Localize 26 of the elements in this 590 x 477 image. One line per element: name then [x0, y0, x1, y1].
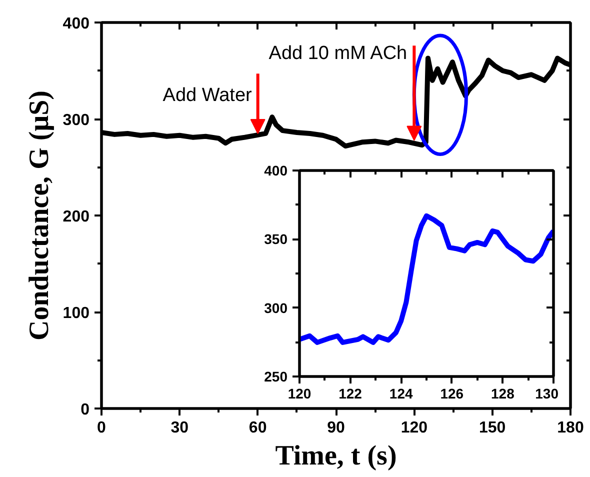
x-tick-label: 90 [327, 420, 345, 436]
y-tick-label: 400 [264, 162, 288, 178]
y-tick-label: 400 [62, 16, 90, 32]
x-tick-label: 120 [288, 386, 312, 402]
y-tick-label: 200 [62, 208, 90, 226]
y-tick-label: 0 [80, 402, 90, 418]
x-tick-label: 180 [557, 420, 584, 436]
y-tick-label: 250 [264, 368, 288, 384]
annotation: Add Water [162, 85, 253, 106]
y-tick-label: 300 [264, 300, 288, 316]
x-tick-label: 124 [389, 386, 413, 402]
y-tick-label: 350 [264, 231, 288, 248]
x-tick-label: 130 [535, 386, 559, 402]
x-tick-label: 60 [248, 420, 267, 436]
x-tick-label: 0 [97, 420, 106, 436]
x-tick-label: 126 [440, 386, 464, 402]
x-tick-label: 122 [338, 386, 362, 402]
y-tick-label: 300 [62, 112, 90, 129]
x-axis-title: Time, t (s) [275, 440, 397, 472]
y-axis-title: Conductance, G (μS) [24, 90, 55, 340]
x-tick-label: 120 [400, 420, 428, 436]
x-tick-label: 128 [491, 386, 515, 402]
x-tick-label: 150 [478, 420, 506, 436]
annotation: Add 10 mM ACh [268, 43, 408, 64]
y-tick-label: 100 [62, 305, 90, 322]
x-tick-label: 30 [170, 420, 189, 436]
